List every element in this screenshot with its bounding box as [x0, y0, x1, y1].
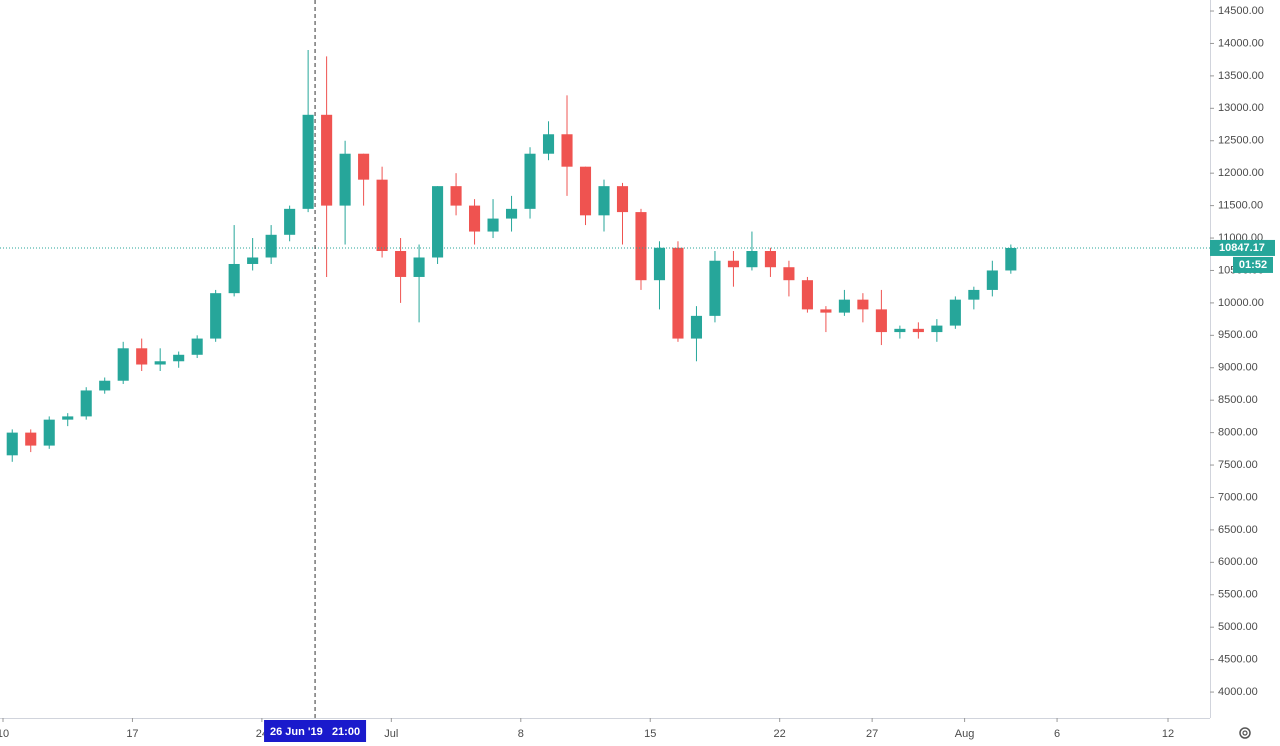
y-tick-label: 9500.00: [1218, 329, 1258, 341]
candle-body: [561, 134, 573, 167]
last-price-label: 10847.17: [1219, 242, 1265, 254]
candle-body: [99, 380, 111, 391]
y-tick-label: 6500.00: [1218, 524, 1258, 536]
y-tick-label: 7500.00: [1218, 459, 1258, 471]
candle-body: [764, 251, 776, 268]
countdown-label: 01:52: [1239, 259, 1267, 271]
crosshair-label: 26 Jun '19 21:00: [270, 726, 360, 738]
candle-body: [542, 134, 555, 154]
candle-body: [931, 325, 943, 333]
y-tick-label: 13500.00: [1218, 70, 1264, 82]
candle-body: [6, 432, 18, 456]
y-tick-label: 8500.00: [1218, 394, 1258, 406]
candle-body: [746, 251, 758, 268]
gear[interactable]: [1239, 727, 1251, 739]
x-tick-label: 10: [0, 728, 9, 740]
candle-body: [838, 299, 850, 313]
candle-body: [154, 361, 166, 365]
candle-body: [395, 251, 407, 277]
candle-body: [635, 212, 647, 281]
y-tick-label: 14000.00: [1218, 37, 1264, 49]
candle-body: [579, 166, 592, 216]
candle-body: [857, 299, 869, 310]
candle-body: [80, 390, 92, 417]
y-tick-label: 4500.00: [1218, 654, 1258, 666]
y-tick-label: 12500.00: [1218, 135, 1264, 147]
candle-body: [672, 247, 684, 339]
candle-body: [820, 309, 832, 313]
candle-body: [358, 153, 370, 180]
y-tick-label: 14500.00: [1218, 5, 1264, 17]
candle-body: [912, 328, 924, 333]
candle-body: [136, 348, 148, 365]
candle-body: [284, 208, 296, 235]
candle-body: [968, 289, 980, 300]
x-tick-label: 6: [1054, 728, 1060, 740]
candle-body: [1005, 247, 1017, 271]
candle-body: [783, 267, 795, 281]
candle-body: [598, 186, 610, 216]
x-tick-label: Aug: [955, 728, 975, 740]
candle-body: [25, 432, 37, 446]
candle-body: [727, 260, 739, 268]
y-tick-label: 7000.00: [1218, 491, 1258, 503]
candle-body: [339, 153, 351, 206]
candle-body: [487, 218, 499, 232]
candle-body: [949, 299, 961, 326]
candle-body: [247, 257, 259, 264]
candle-body: [524, 153, 536, 209]
countdown-tag: [1233, 256, 1273, 273]
x-tick-label: 22: [774, 728, 786, 740]
candle-body: [801, 280, 813, 310]
candle-body: [265, 234, 277, 258]
candle-body: [62, 416, 74, 420]
last-price-tag: [1210, 239, 1275, 256]
x-tick-label: 27: [866, 728, 878, 740]
y-tick-label: 5000.00: [1218, 621, 1258, 633]
x-tick-label: Jul: [384, 728, 398, 740]
y-tick-label: 13000.00: [1218, 102, 1264, 114]
y-tick-label: 8000.00: [1218, 427, 1258, 439]
y-tick-label: 11500.00: [1218, 200, 1263, 212]
candle-body: [690, 315, 703, 339]
candle-body: [210, 293, 222, 339]
x-tick-label: 17: [126, 728, 138, 740]
y-tick-label: 10000.00: [1218, 297, 1264, 309]
candle-body: [321, 114, 333, 206]
y-tick-label: 6000.00: [1218, 556, 1258, 568]
candle-body: [616, 186, 629, 213]
candle-body: [413, 257, 425, 277]
candle-body: [376, 179, 388, 252]
plot-area: [6, 49, 1017, 462]
x-tick-label: 15: [644, 728, 656, 740]
x-tick-label: 12: [1162, 728, 1174, 740]
y-tick-label: 9000.00: [1218, 362, 1258, 374]
crosshair-tag: [264, 720, 367, 742]
y-tick-label: 5500.00: [1218, 589, 1258, 601]
candle-body: [117, 348, 129, 381]
candle-body: [505, 208, 518, 219]
candle-body: [469, 205, 481, 232]
candle-body: [894, 328, 906, 333]
candle-body: [43, 419, 55, 446]
candle-body: [875, 309, 887, 333]
candle-body: [432, 186, 444, 258]
x-tick-label: 8: [518, 728, 524, 740]
gear-hub[interactable]: [1242, 730, 1248, 736]
settings-icon[interactable]: [1239, 727, 1251, 739]
candle-body: [191, 338, 203, 355]
candle-body: [173, 354, 185, 362]
candle-body: [653, 247, 666, 281]
y-tick-label: 4000.00: [1218, 686, 1258, 698]
candle-body: [450, 186, 462, 206]
candle-body: [986, 270, 998, 290]
candle-body: [228, 263, 240, 294]
candle-body: [709, 260, 721, 316]
candle-body: [302, 114, 314, 209]
y-tick-label: 12000.00: [1218, 167, 1264, 179]
